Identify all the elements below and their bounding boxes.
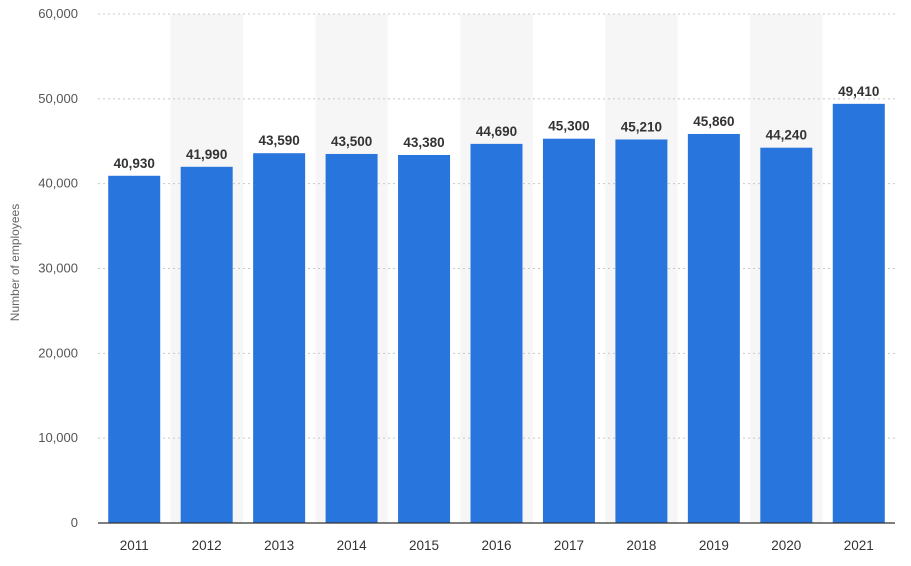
y-tick-label: 30,000	[38, 261, 78, 276]
x-tick-label: 2021	[844, 538, 874, 553]
value-labels: 40,930 41,990 43,590 43,500 43,380 44,690 45,3…	[114, 84, 880, 171]
value-label: 43,590	[258, 133, 299, 148]
value-label: 43,500	[331, 134, 372, 149]
bar-2020	[760, 147, 813, 523]
bar-2014	[325, 153, 378, 523]
bar-2017	[542, 138, 595, 523]
x-tick-label: 2019	[699, 538, 729, 553]
x-tick-label: 2016	[481, 538, 511, 553]
y-axis-title: Number of employees	[8, 204, 22, 321]
value-label: 40,930	[114, 156, 155, 171]
bar-2016	[470, 143, 523, 524]
y-tick-label: 40,000	[38, 176, 78, 191]
value-label: 44,690	[476, 124, 517, 139]
value-label: 43,380	[403, 135, 444, 150]
x-tick-label: 2014	[337, 538, 368, 553]
value-label: 41,990	[186, 147, 227, 162]
y-tick-label: 20,000	[38, 345, 78, 360]
bar-2013	[253, 153, 306, 524]
x-tick-label: 2013	[264, 538, 294, 553]
x-tick-label: 2018	[626, 538, 656, 553]
x-tick-label: 2015	[409, 538, 439, 553]
y-tick-label: 50,000	[38, 91, 78, 106]
bar-2011	[108, 175, 161, 523]
y-axis-ticks: 0 10,000 20,000 30,000 40,000 50,000 60,000	[38, 6, 78, 530]
y-tick-label: 60,000	[38, 6, 78, 21]
bar-2018	[615, 139, 668, 523]
x-tick-label: 2020	[771, 538, 801, 553]
bar-2021	[832, 103, 885, 523]
value-label: 44,240	[766, 128, 807, 143]
y-tick-label: 10,000	[38, 430, 78, 445]
bar-2019	[687, 133, 740, 523]
x-tick-label: 2012	[192, 538, 222, 553]
value-label: 45,860	[693, 114, 734, 129]
y-tick-label: 0	[71, 515, 78, 530]
bars	[108, 103, 885, 524]
bar-2012	[180, 166, 233, 523]
x-tick-label: 2017	[554, 538, 584, 553]
value-label: 45,210	[621, 119, 662, 134]
value-label: 45,300	[548, 119, 589, 134]
bar-2015	[398, 154, 451, 524]
value-label: 49,410	[838, 84, 879, 99]
x-axis-ticks: 2011 2012 2013 2014 2015 2016 2017 2018 2019 2020…	[120, 538, 874, 553]
x-tick-label: 2011	[120, 538, 149, 553]
